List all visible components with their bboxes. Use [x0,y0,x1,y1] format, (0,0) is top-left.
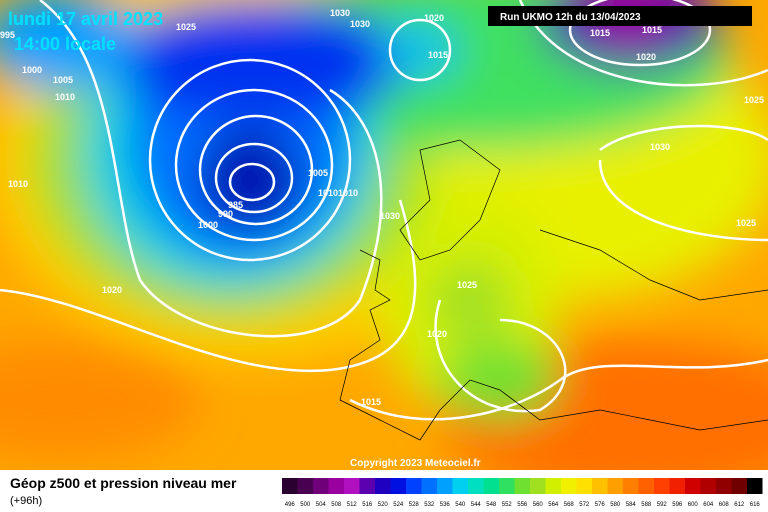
isobar-label: 1005 [53,75,73,85]
scale-swatch [406,478,422,494]
isobar-label: 1020 [636,52,656,62]
isobar-label: 1025 [744,95,764,105]
isobar-label: 1025 [736,218,756,228]
isobar-label: 1025 [457,280,477,290]
isobar-label: 1020 [424,13,444,23]
scale-label: 568 [564,502,575,508]
scale-label: 596 [672,502,683,508]
time: 14:00 locale [14,34,116,54]
scale-label: 580 [610,502,621,508]
isobar-label: 995 [0,30,15,40]
scale-swatch [576,478,592,494]
scale-label: 572 [579,502,590,508]
scale-swatch [669,478,685,494]
scale-label: 544 [471,502,482,508]
isobar-label: 1015 [361,397,381,407]
scale-swatch [654,478,670,494]
scale-label: 560 [533,502,544,508]
scale-label: 536 [440,502,451,508]
scale-label: 588 [641,502,652,508]
isobar-label: 985 [228,200,243,210]
scale-swatch [344,478,360,494]
isobar-label: 1015 [590,28,610,38]
scale-label: 612 [734,502,745,508]
isobar-label: 1030 [350,19,370,29]
scale-swatch [359,478,375,494]
scale-label: 592 [657,502,668,508]
scale-label: 604 [703,502,714,508]
scale-label: 532 [424,502,435,508]
isobar-label: 1010 [318,188,338,198]
scale-swatch [282,478,298,494]
scale-swatch [297,478,313,494]
scale-label: 540 [455,502,466,508]
scale-swatch [421,478,437,494]
isobar-label: 1020 [102,285,122,295]
isobar-label: 1030 [380,211,400,221]
scale-label: 504 [316,502,327,508]
scale-label: 520 [378,502,389,508]
field [0,0,768,470]
scale-swatch [375,478,391,494]
scale-swatch [561,478,577,494]
scale-swatch [747,478,763,494]
isobar-label: 1030 [330,8,350,18]
scale-label: 576 [595,502,606,508]
isobar-label: 1000 [198,220,218,230]
scale-swatch [483,478,499,494]
scale-swatch [514,478,530,494]
scale-swatch [499,478,515,494]
isobar-label: 1025 [176,22,196,32]
scale-label: 584 [626,502,637,508]
scale-label: 616 [750,502,761,508]
scale-label: 608 [719,502,730,508]
scale-label: 556 [517,502,528,508]
scale-label: 528 [409,502,420,508]
scale-swatch [530,478,546,494]
isobar-label: 990 [218,209,233,219]
scale-label: 512 [347,502,358,508]
scale-label: 524 [393,502,404,508]
isobar-label: 1010 [8,179,28,189]
scale-label: 508 [331,502,342,508]
scale-label: 600 [688,502,699,508]
isobar-label: 1015 [428,50,448,60]
scale-label: 548 [486,502,497,508]
footer-lead: (+96h) [10,495,42,507]
scale-swatch [437,478,453,494]
isobar-label: 1005 [308,168,328,178]
scale-swatch [545,478,561,494]
date: lundi 17 avril 2023 [8,9,163,29]
isobar-label: 1030 [650,142,670,152]
scale-label: 496 [285,502,296,508]
scale-swatch [592,478,608,494]
run: Run UKMO 12h du 13/04/2023 [500,12,641,23]
scale-swatch [390,478,406,494]
scale-swatch [623,478,639,494]
run-box [488,6,752,26]
isobar-label: 1010 [338,188,358,198]
isobar-label: 1010 [55,92,75,102]
isobar-label: 1020 [427,329,447,339]
scale-swatch [716,478,732,494]
isobar-label: 1015 [642,25,662,35]
scale-swatch [607,478,623,494]
scale-label: 500 [300,502,311,508]
scale-swatch [731,478,747,494]
scale-label: 552 [502,502,513,508]
copyright: Copyright 2023 Meteociel.fr [350,458,481,469]
scale-swatch [468,478,484,494]
scale-swatch [328,478,344,494]
isobar-label: 1000 [22,65,42,75]
scale-swatch [685,478,701,494]
scale-swatch [638,478,654,494]
scale-swatch [700,478,716,494]
scale-swatch [452,478,468,494]
scale-label: 564 [548,502,559,508]
scale-swatch [313,478,329,494]
footer-title: Géop z500 et pression niveau mer [10,475,237,491]
scale-label: 516 [362,502,373,508]
